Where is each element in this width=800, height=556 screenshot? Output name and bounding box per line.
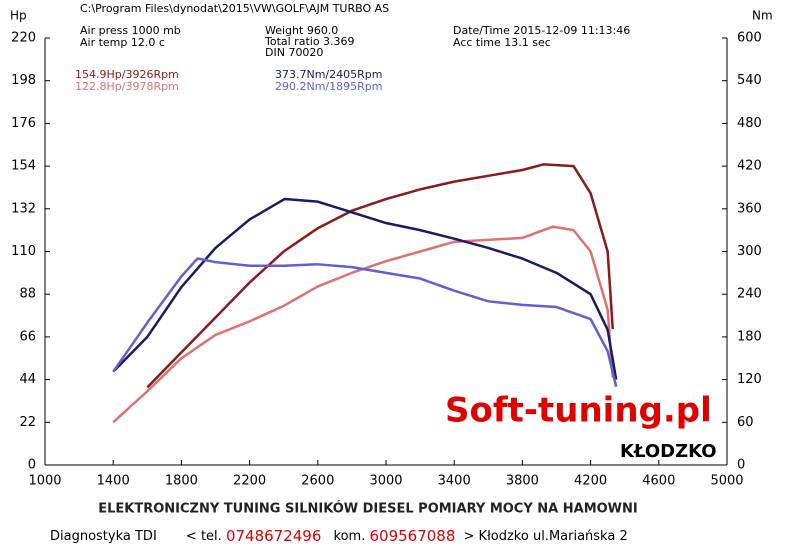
footer-part: kom. (334, 529, 366, 544)
y-tick-label: 154 (11, 159, 36, 174)
legend-entry: 373.7Nm/2405Rpm (275, 68, 382, 81)
y-tick-label: 66 (19, 329, 36, 344)
y2-tick-label: 180 (737, 329, 762, 344)
y2-tick-label: 240 (737, 287, 762, 302)
y-tick-label: 132 (11, 201, 36, 216)
watermark: Soft-tuning.pl (445, 391, 712, 431)
y-tick-label: 176 (11, 116, 36, 131)
series-line (112, 225, 615, 424)
footer-part: < tel. (186, 529, 222, 544)
y-tick-label: 110 (11, 244, 36, 259)
info: Acc time 13.1 sec (453, 36, 551, 49)
legend-entry: 290.2Nm/1895Rpm (275, 80, 382, 93)
footer: ELEKTRONICZNY TUNING SILNIKÓW DIESEL POM… (98, 501, 638, 517)
y2-tick-label: 600 (737, 31, 762, 46)
y-tick-label: 198 (11, 73, 36, 88)
footer-part: > Kłodzko ul.Mariańska 2 (464, 529, 628, 544)
info: Weight 960.0 (265, 24, 338, 37)
x-tick-label: 2600 (301, 474, 334, 489)
x-tick-label: 3400 (438, 474, 471, 489)
info: DIN 70020 (265, 46, 323, 59)
y2-tick-label: 540 (737, 73, 762, 88)
info: Total ratio 3.369 (264, 35, 355, 48)
footer-part: 609567088 (369, 527, 455, 545)
footer-line: Diagnostyka TDI < tel. 0748672496 kom. 6… (50, 527, 628, 545)
y-tick-label: 88 (19, 287, 36, 302)
y-tick-label: 44 (19, 372, 36, 387)
y2-tick-label: 480 (737, 116, 762, 131)
footer-part: Diagnostyka TDI (50, 529, 157, 544)
y-tick-label: 22 (19, 415, 36, 430)
x-tick-label: 1400 (97, 474, 130, 489)
x-tick-label: 3800 (506, 474, 539, 489)
y-tick-label: 220 (11, 31, 36, 46)
x-tick-label: 1000 (28, 474, 61, 489)
city: KŁODZKO (620, 441, 717, 462)
y2-tick-label: 120 (737, 372, 762, 387)
series-line (112, 257, 618, 388)
info: Air press 1000 mb (80, 24, 181, 37)
y-tick-label: 0 (28, 458, 36, 473)
y2-tick-label: 0 (737, 458, 745, 473)
x-tick-label: 1800 (165, 474, 198, 489)
y2-axis-label: Nm (752, 9, 773, 23)
y-axis-label: Hp (10, 9, 27, 23)
x-tick-label: 3000 (369, 474, 402, 489)
y2-tick-label: 300 (737, 244, 762, 259)
legend-entry: 122.8Hp/3978Rpm (75, 80, 179, 93)
x-tick-label: 4200 (574, 474, 607, 489)
y2-tick-label: 420 (737, 159, 762, 174)
y2-tick-label: 360 (737, 201, 762, 216)
x-tick-label: 4600 (642, 474, 675, 489)
footer-part: 0748672496 (226, 527, 321, 545)
x-tick-label: 2200 (233, 474, 266, 489)
x-tick-label: 5000 (710, 474, 743, 489)
info: Date/Time 2015-12-09 11:13:46 (453, 24, 630, 37)
info: Air temp 12.0 c (80, 36, 165, 49)
series-line (146, 163, 615, 389)
y2-tick-label: 60 (737, 415, 754, 430)
legend-entry: 154.9Hp/3926Rpm (75, 68, 179, 81)
file-path: C:\Program Files\dynodat\2015\VW\GOLF\AJ… (80, 2, 389, 15)
